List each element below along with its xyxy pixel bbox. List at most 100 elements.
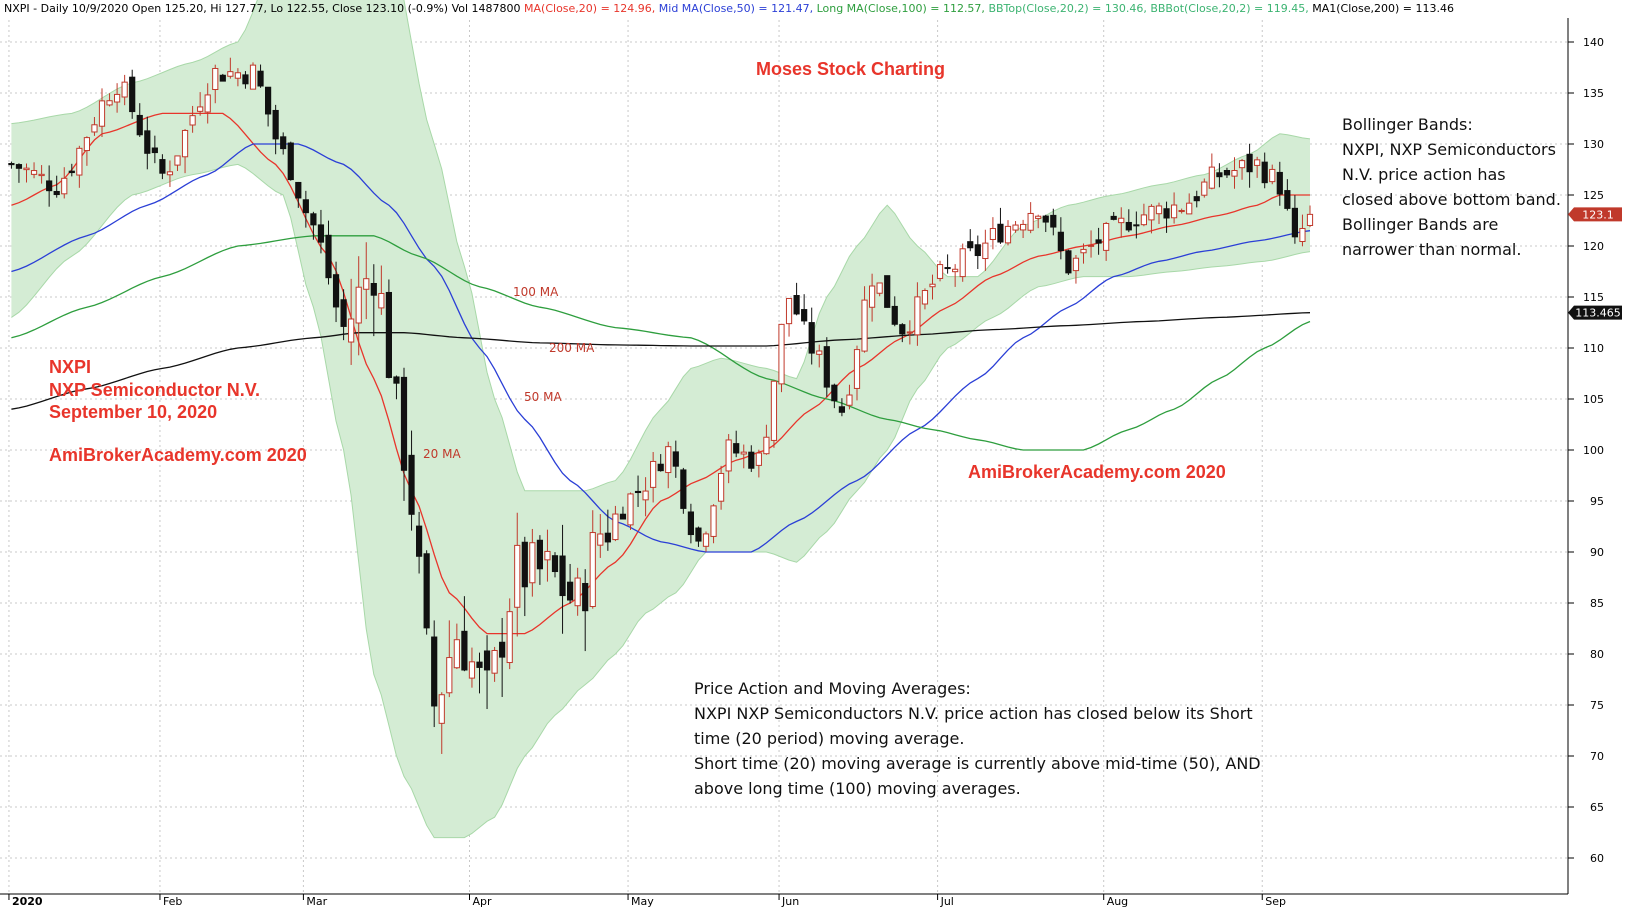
chart-title: Moses Stock Charting bbox=[756, 59, 945, 79]
candle-body-up bbox=[785, 297, 793, 325]
candle-body-up bbox=[189, 115, 196, 126]
candle bbox=[212, 64, 219, 104]
candle bbox=[1087, 230, 1095, 258]
bollinger-note-line: Bollinger Bands: bbox=[1342, 115, 1473, 134]
candle-body-down bbox=[1291, 207, 1299, 238]
candle-body-up bbox=[1254, 159, 1261, 166]
candle bbox=[423, 550, 430, 635]
candle bbox=[1238, 159, 1246, 180]
candle-body-down bbox=[582, 582, 589, 612]
candle-body-up bbox=[544, 550, 551, 561]
candle-body-up bbox=[982, 242, 989, 260]
candle-body-up bbox=[1231, 170, 1238, 177]
candle-body-up bbox=[1020, 223, 1027, 231]
candle bbox=[1299, 214, 1306, 247]
candle bbox=[1133, 211, 1140, 239]
candle-body-up bbox=[846, 394, 853, 406]
candle-body-up bbox=[348, 318, 355, 343]
candle bbox=[144, 116, 151, 170]
candle bbox=[650, 452, 657, 503]
candle-body-up bbox=[446, 657, 453, 694]
candle-body-down bbox=[567, 581, 574, 601]
candle bbox=[876, 282, 883, 297]
candle-body-down bbox=[559, 555, 566, 597]
chart-header: NXPI - Daily 10/9/2020 Open 125.20, Hi 1… bbox=[4, 2, 1454, 15]
candle bbox=[242, 71, 249, 89]
candle bbox=[46, 165, 53, 207]
candle bbox=[159, 154, 166, 180]
candle-body-up bbox=[106, 100, 113, 106]
candle bbox=[181, 128, 189, 174]
candle bbox=[634, 475, 642, 507]
price-action-note-line: Short time (20) moving average is curren… bbox=[694, 754, 1261, 773]
candle bbox=[514, 512, 521, 637]
candle-body-up bbox=[181, 129, 189, 158]
candle-body-up bbox=[23, 167, 30, 171]
bollinger-note-line: NXPI, NXP Semiconductors bbox=[1342, 140, 1556, 159]
watermark-center: AmiBrokerAcademy.com 2020 bbox=[968, 462, 1226, 482]
candle bbox=[446, 620, 453, 698]
candle-body-down bbox=[672, 451, 679, 467]
header-segment: BBTop(Close,20,2) = 130.46, bbox=[988, 2, 1150, 15]
candle bbox=[1269, 164, 1276, 185]
candle bbox=[567, 563, 574, 604]
candle bbox=[317, 209, 325, 254]
candle-body-up bbox=[936, 264, 944, 279]
candle-body-up bbox=[989, 227, 996, 240]
y-tick-label: 85 bbox=[1590, 597, 1604, 610]
candle bbox=[1012, 221, 1019, 233]
candle-body-down bbox=[159, 159, 166, 174]
candle-body-down bbox=[687, 511, 694, 536]
candle-body-up bbox=[1140, 214, 1148, 226]
candle bbox=[234, 68, 242, 87]
candle-body-down bbox=[680, 469, 687, 509]
candle-body-down bbox=[310, 213, 317, 226]
candle-body-up bbox=[1238, 160, 1246, 169]
candle bbox=[302, 190, 309, 228]
last-close-badge: 123.1 bbox=[1568, 207, 1622, 222]
candle bbox=[506, 598, 513, 670]
candle bbox=[340, 289, 347, 341]
candle bbox=[1057, 217, 1064, 260]
candle bbox=[1103, 221, 1110, 261]
candle bbox=[846, 384, 853, 410]
candle-body-up bbox=[763, 436, 770, 455]
candle bbox=[219, 73, 226, 82]
candle bbox=[197, 92, 204, 116]
candle-body-up bbox=[959, 248, 966, 278]
candle-body-down bbox=[476, 661, 483, 668]
candle-body-up bbox=[929, 283, 936, 288]
candle-body-down bbox=[423, 553, 430, 629]
candle bbox=[710, 504, 717, 544]
bollinger-note-line: narrower than normal. bbox=[1342, 240, 1521, 259]
candle-body-up bbox=[952, 268, 959, 273]
candle-body-down bbox=[657, 463, 664, 472]
bollinger-band-fill bbox=[11, 0, 1310, 838]
candle bbox=[936, 260, 944, 282]
candle-body-down bbox=[272, 109, 279, 140]
header-segment: Long MA(Close,100) = 112.57, bbox=[817, 2, 989, 15]
candle bbox=[129, 69, 136, 119]
candle-body-up bbox=[1148, 205, 1155, 221]
candle-body-up bbox=[234, 72, 242, 79]
candle bbox=[733, 430, 740, 458]
watermark-left: AmiBrokerAcademy.com 2020 bbox=[49, 445, 307, 465]
candle-body-up bbox=[355, 286, 362, 324]
candle-body-down bbox=[1284, 190, 1291, 209]
candle bbox=[642, 477, 649, 517]
candle-body-up bbox=[876, 282, 883, 294]
candle bbox=[914, 282, 921, 346]
candle-body-down bbox=[944, 267, 951, 270]
candle bbox=[1125, 209, 1132, 233]
candle bbox=[325, 220, 332, 285]
candlesticks bbox=[8, 57, 1314, 754]
candle bbox=[1035, 214, 1042, 229]
candle-body-down bbox=[370, 282, 377, 296]
candle bbox=[1254, 156, 1261, 178]
candle bbox=[997, 207, 1004, 244]
candle-body-down bbox=[974, 244, 981, 257]
y-tick-label: 115 bbox=[1583, 291, 1604, 304]
candle-body-down bbox=[483, 650, 491, 671]
y-tick-label: 120 bbox=[1583, 240, 1604, 253]
candle bbox=[944, 254, 951, 274]
